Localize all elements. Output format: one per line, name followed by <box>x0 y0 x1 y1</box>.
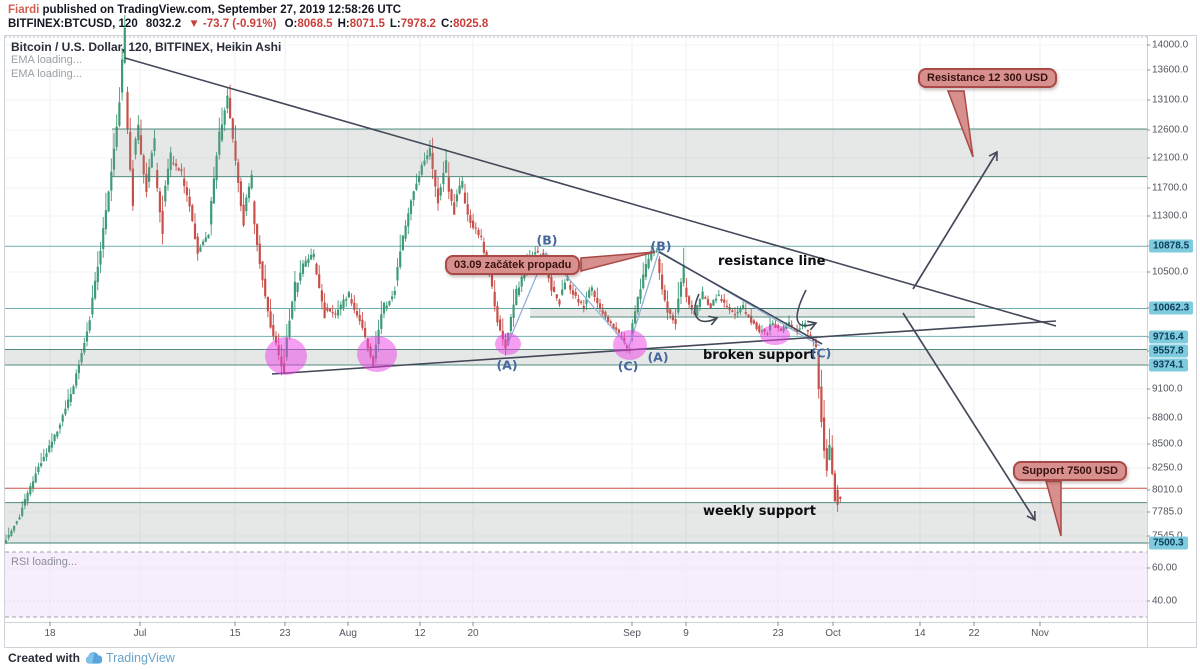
time-axis-label: 9 <box>683 628 689 639</box>
price-axis-badge: 9557.8 <box>1149 344 1188 358</box>
tradingview-brand[interactable]: TradingView <box>106 651 175 665</box>
price-axis-label: 11300.0 <box>1152 210 1188 222</box>
price-axis-badge: 9374.1 <box>1149 358 1188 372</box>
price-axis-label: 8500.0 <box>1152 438 1183 450</box>
time-axis-label: Sep <box>623 628 641 639</box>
price-axis-label: 8800.0 <box>1152 412 1183 424</box>
price-axis-badge: 7500.3 <box>1149 536 1188 550</box>
chart-title: Bitcoin / U.S. Dollar, 120, BITFINEX, He… <box>11 40 282 54</box>
snapshot-header: Fiardi published on TradingView.com, Sep… <box>8 3 401 17</box>
footer: Created with TradingView <box>8 651 175 665</box>
price-axis-label: 10500.0 <box>1152 266 1189 278</box>
annotation-resistance-line: resistance line <box>718 254 826 269</box>
footer-created-text: Created with <box>8 651 81 665</box>
price-axis-label: 12100.0 <box>1152 152 1189 164</box>
author-link[interactable]: Fiardi <box>8 4 40 16</box>
time-axis-label: 12 <box>414 628 426 639</box>
price-axis-label: 8010.0 <box>1152 484 1183 496</box>
ohlc-key: L: <box>389 18 401 30</box>
price-axis-label: 11700.0 <box>1152 182 1188 194</box>
price-axis-label: 9100.0 <box>1152 383 1183 395</box>
price-axis-label: 13100.0 <box>1152 94 1189 106</box>
time-axis-label: 23 <box>772 628 784 639</box>
published-text: published on TradingView.com, September … <box>42 4 402 16</box>
ema-indicator-label: EMA loading... <box>11 54 82 66</box>
time-axis-label: Jul <box>133 628 147 639</box>
price-axis-label: 13600.0 <box>1152 64 1189 76</box>
wave-label: (B) <box>536 232 558 248</box>
time-axis-label: 14 <box>914 628 926 639</box>
time-axis-label: 15 <box>229 628 241 639</box>
callout-resistance: Resistance 12 300 USD <box>918 68 1058 88</box>
ohlc-value: 8025.8 <box>453 18 489 30</box>
time-axis-label: 18 <box>44 628 56 639</box>
wave-label: (C) <box>810 345 832 361</box>
price-axis-badge: 10062.3 <box>1149 301 1194 315</box>
price-axis-label: 7785.0 <box>1152 506 1183 518</box>
rsi-axis-label: 40.00 <box>1152 595 1178 607</box>
price-change: ▼ -73.7 (-0.91%) <box>188 18 277 30</box>
price-axis-label: 14000.0 <box>1152 39 1189 51</box>
ohlc-value: 8071.5 <box>349 18 385 30</box>
rsi-loading-label: RSI loading... <box>11 556 78 568</box>
rsi-axis-label: 60.00 <box>1152 562 1178 574</box>
callout-drop-start: 03.09 začátek propadu <box>445 255 581 275</box>
time-axis-label: 22 <box>968 628 980 639</box>
ohlc-values: O:8068.5 H:8071.5 L:7978.2 C:8025.8 <box>280 18 489 30</box>
last-price: 8032.2 <box>145 18 182 30</box>
time-axis-label: Oct <box>825 628 841 639</box>
symbol-ohlc-row: BITFINEX:BTCUSD, 120 8032.2 ▼ -73.7 (-0.… <box>8 17 488 31</box>
symbol-label: BITFINEX:BTCUSD, 120 <box>8 18 138 30</box>
price-axis-label: 8250.0 <box>1152 462 1183 474</box>
annotation-broken-support: broken support <box>703 348 816 363</box>
ohlc-value: 7978.2 <box>400 18 436 30</box>
callout-support: Support 7500 USD <box>1013 461 1127 481</box>
time-axis-label: 23 <box>279 628 291 639</box>
time-axis-label: Aug <box>339 628 357 639</box>
price-axis-label: 7545.0 <box>1152 531 1183 542</box>
price-axis-badge: 10878.5 <box>1149 239 1194 253</box>
time-axis-label: Nov <box>1031 628 1049 639</box>
ohlc-key: O: <box>284 18 298 30</box>
time-axis-label: 20 <box>467 628 479 639</box>
annotation-weekly-support: weekly support <box>703 504 816 519</box>
tradingview-logo-icon <box>85 651 103 664</box>
ohlc-key: H: <box>337 18 350 30</box>
wave-label: (A) <box>496 357 518 373</box>
ohlc-value: 8068.5 <box>297 18 333 30</box>
wave-label: (C) <box>617 358 639 374</box>
wave-label: (B) <box>650 238 672 254</box>
ohlc-key: C: <box>440 18 454 30</box>
price-axis-label: 12600.0 <box>1152 124 1189 136</box>
ema-indicator-label: EMA loading... <box>11 68 82 80</box>
wave-label: (A) <box>647 349 669 365</box>
price-axis-badge: 9716.4 <box>1149 330 1188 344</box>
